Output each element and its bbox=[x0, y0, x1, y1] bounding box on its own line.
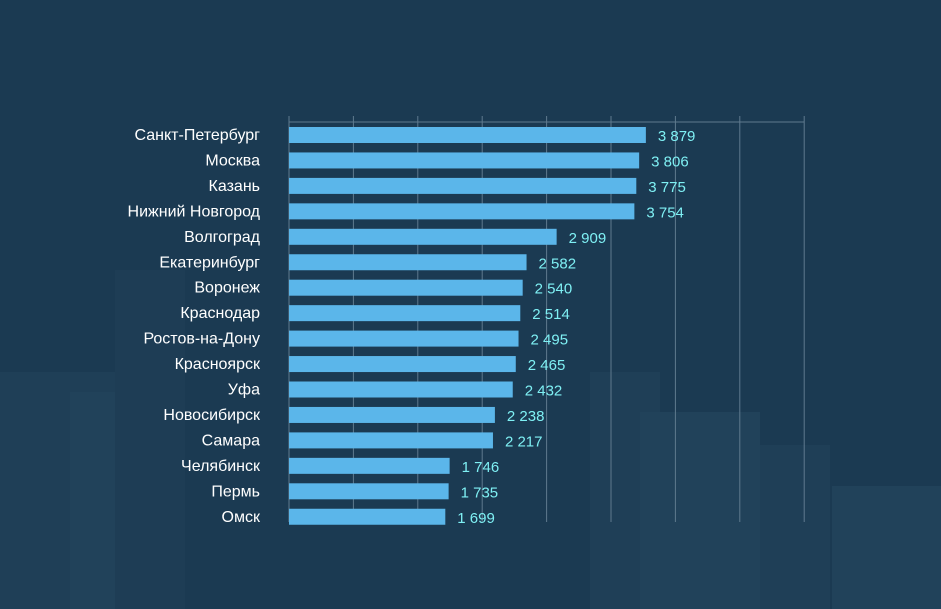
bar bbox=[289, 254, 527, 271]
category-label: Красноярск bbox=[175, 356, 261, 373]
value-label: 2 217 bbox=[505, 433, 543, 450]
value-label: 2 582 bbox=[539, 255, 577, 272]
bar bbox=[289, 152, 640, 169]
bar-layer bbox=[289, 127, 646, 525]
bar bbox=[289, 483, 449, 500]
category-label: Волгоград bbox=[184, 229, 261, 246]
value-label: 3 806 bbox=[651, 153, 689, 170]
value-label: 2 540 bbox=[535, 281, 573, 298]
label-layer: Санкт-Петербург 3 879 Москва 3 806 Казань 3 7… bbox=[128, 127, 696, 527]
category-label: Воронеж bbox=[194, 280, 260, 297]
value-label: 2 514 bbox=[532, 306, 570, 323]
value-label: 2 238 bbox=[507, 408, 545, 425]
value-label: 2 465 bbox=[528, 357, 566, 374]
category-label: Краснодар bbox=[180, 305, 260, 322]
category-label: Омск bbox=[222, 509, 261, 526]
bar bbox=[289, 406, 495, 423]
value-label: 2 495 bbox=[531, 332, 569, 349]
bar bbox=[289, 127, 646, 143]
bar bbox=[289, 330, 519, 347]
bar bbox=[289, 508, 446, 525]
value-label: 2 432 bbox=[525, 383, 563, 400]
bar bbox=[289, 432, 493, 449]
value-label: 3 754 bbox=[646, 204, 684, 221]
value-label: 1 699 bbox=[457, 510, 495, 527]
bar bbox=[289, 381, 513, 398]
skyline-block bbox=[832, 486, 941, 609]
value-label: 2 909 bbox=[569, 230, 607, 247]
category-label: Нижний Новгород bbox=[128, 203, 261, 220]
category-label: Пермь bbox=[211, 483, 260, 500]
bar bbox=[289, 356, 516, 373]
bar bbox=[289, 228, 557, 245]
value-label: 1 746 bbox=[462, 459, 500, 476]
category-label: Новосибирск bbox=[163, 407, 261, 424]
bar bbox=[289, 457, 450, 474]
category-label: Челябинск bbox=[181, 458, 261, 475]
bar bbox=[289, 279, 523, 296]
category-label: Казань bbox=[209, 178, 260, 195]
skyline-block bbox=[760, 445, 830, 609]
bar bbox=[289, 177, 637, 194]
bar bbox=[289, 203, 635, 220]
category-label: Уфа bbox=[228, 382, 260, 399]
category-label: Санкт-Петербург bbox=[135, 127, 261, 144]
skyline-block bbox=[115, 270, 185, 609]
value-label: 1 735 bbox=[461, 484, 499, 501]
value-label: 3 775 bbox=[648, 179, 686, 196]
category-label: Ростов-на-Дону bbox=[143, 331, 260, 348]
value-label: 3 879 bbox=[658, 128, 696, 145]
category-label: Екатеринбург bbox=[159, 254, 260, 271]
category-label: Самара bbox=[202, 432, 260, 449]
bar bbox=[289, 305, 521, 322]
category-label: Москва bbox=[205, 152, 260, 169]
